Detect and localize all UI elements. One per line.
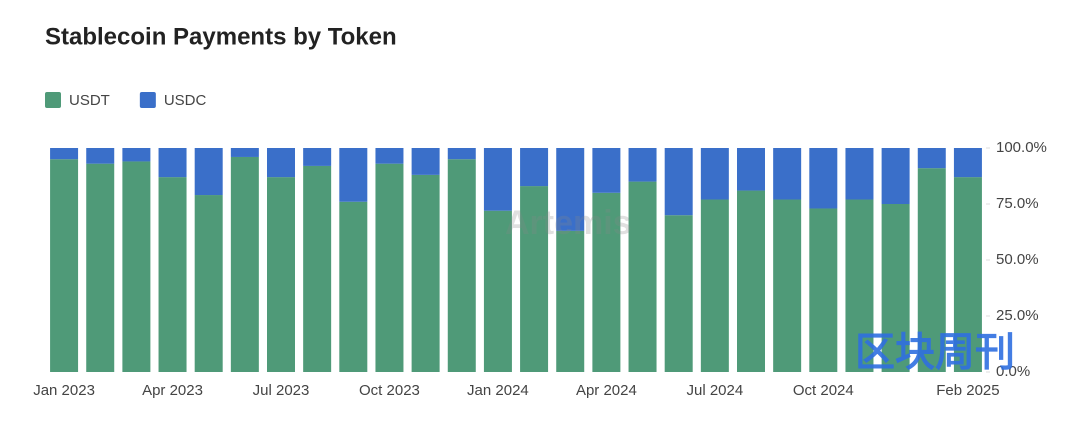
legend-swatch: [139, 92, 156, 108]
bar-segment: [230, 156, 259, 372]
bar-segment: [700, 148, 729, 200]
bar-segment: [881, 148, 910, 204]
x-tick-label: Jul 2024: [686, 382, 743, 399]
bar-segment: [556, 148, 585, 231]
y-tick-label: 0.0%: [996, 363, 1030, 380]
bar-segment: [50, 148, 79, 160]
x-tick-label: Apr 2024: [576, 382, 637, 399]
x-tick-label: Jan 2023: [33, 382, 95, 399]
bar-segment: [809, 148, 838, 209]
bar-segment: [375, 148, 404, 164]
bar-segment: [556, 230, 585, 372]
bar-segment: [447, 148, 476, 160]
bar-segment: [158, 148, 187, 178]
bar-segment: [483, 148, 512, 211]
bar-segment: [953, 177, 982, 372]
y-tick-label: 75.0%: [996, 195, 1039, 212]
legend-label: USDT: [69, 92, 110, 109]
bar-segment: [628, 148, 657, 182]
bar-segment: [845, 148, 874, 200]
bar-segment: [809, 208, 838, 372]
bar-segment: [520, 186, 549, 372]
bar-segment: [592, 148, 621, 193]
y-tick-label: 25.0%: [996, 307, 1039, 324]
chart-title: Stablecoin Payments by Token: [45, 23, 397, 50]
bar-segment: [86, 148, 115, 164]
bar-segment: [122, 148, 151, 162]
bar-segment: [411, 174, 440, 372]
bar-segment: [917, 168, 946, 372]
bar-segment: [303, 148, 332, 166]
bar-segment: [411, 148, 440, 175]
bar-segment: [592, 192, 621, 372]
bar-segment: [303, 165, 332, 372]
bar-segment: [664, 148, 693, 216]
x-tick-label: Jan 2024: [467, 382, 529, 399]
bar-segment: [483, 210, 512, 372]
y-tick-label: 100.0%: [996, 139, 1047, 156]
bar-segment: [845, 199, 874, 372]
bar-segment: [339, 201, 368, 372]
bar-segment: [953, 148, 982, 178]
bar-segment: [267, 177, 295, 372]
bar-segment: [50, 159, 79, 372]
legend-label: USDC: [164, 92, 207, 109]
x-tick-label: Jul 2023: [253, 382, 310, 399]
x-tick-label: Oct 2023: [359, 382, 420, 399]
bar-segment: [737, 148, 765, 191]
bar-segment: [194, 148, 223, 196]
bar-segment: [158, 177, 187, 372]
bar-segment: [737, 190, 765, 372]
bar-segment: [664, 215, 693, 372]
bar-segment: [881, 204, 910, 372]
bar-segment: [194, 195, 223, 372]
bar-segment: [773, 199, 802, 372]
legend-swatch: [45, 92, 61, 108]
bar-segment: [773, 148, 802, 200]
watermark: 区块周刊: [855, 331, 1015, 375]
bar-segment: [86, 163, 115, 372]
bar-segment: [917, 148, 946, 169]
bar-segment: [700, 199, 729, 372]
bar-segment: [375, 163, 404, 372]
bar-segment: [339, 148, 368, 202]
bar-segment: [447, 159, 476, 372]
bar-segment: [267, 148, 295, 178]
x-tick-label: Apr 2023: [142, 382, 203, 399]
watermark: Artemis: [505, 204, 632, 242]
x-tick-label: Feb 2025: [936, 382, 999, 399]
x-tick-label: Oct 2024: [793, 382, 854, 399]
bar-segment: [520, 148, 549, 187]
bar-segment: [122, 161, 151, 372]
y-tick-label: 50.0%: [996, 251, 1039, 268]
bar-segment: [230, 148, 259, 157]
bar-segment: [628, 181, 657, 372]
